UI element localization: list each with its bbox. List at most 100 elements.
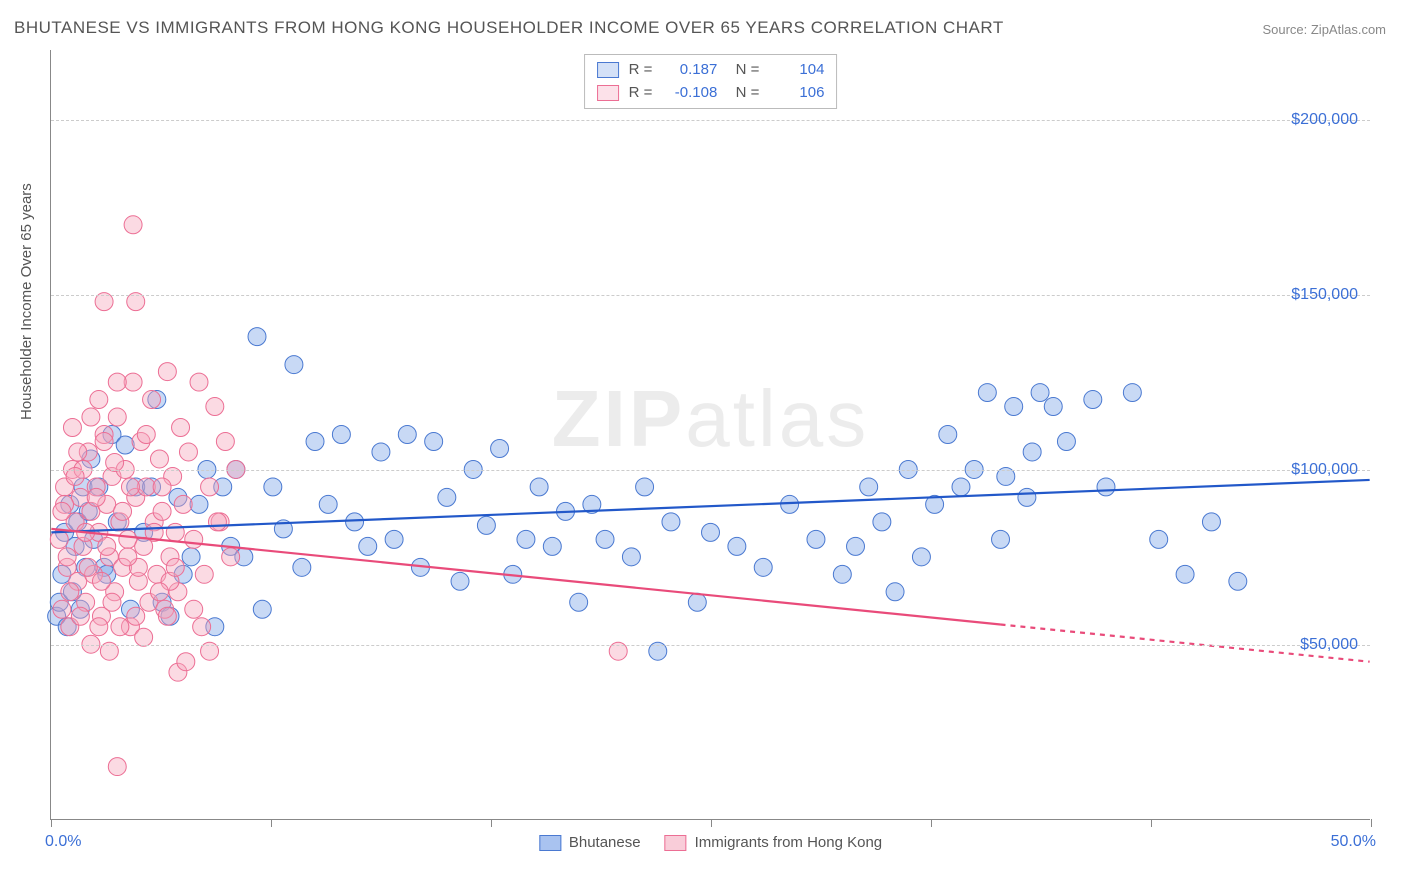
scatter-point bbox=[179, 443, 197, 461]
scatter-point bbox=[688, 593, 706, 611]
scatter-point bbox=[150, 583, 168, 601]
scatter-point bbox=[1084, 391, 1102, 409]
legend-item: Bhutanese bbox=[539, 834, 641, 851]
scatter-point bbox=[912, 548, 930, 566]
gridline bbox=[51, 470, 1370, 471]
scatter-point bbox=[622, 548, 640, 566]
scatter-point bbox=[182, 548, 200, 566]
gridline bbox=[51, 295, 1370, 296]
legend-label: Bhutanese bbox=[569, 834, 641, 851]
gridline bbox=[51, 645, 1370, 646]
scatter-point bbox=[53, 600, 71, 618]
legend-item: Immigrants from Hong Kong bbox=[665, 834, 883, 851]
scatter-point bbox=[1097, 478, 1115, 496]
y-tick-label: $200,000 bbox=[1291, 111, 1358, 129]
legend-label: Immigrants from Hong Kong bbox=[695, 834, 883, 851]
scatter-point bbox=[438, 488, 456, 506]
scatter-point bbox=[248, 328, 266, 346]
scatter-point bbox=[847, 537, 865, 555]
scatter-point bbox=[978, 384, 996, 402]
scatter-point bbox=[111, 618, 129, 636]
scatter-point bbox=[1150, 530, 1168, 548]
scatter-point bbox=[174, 495, 192, 513]
scatter-point bbox=[517, 530, 535, 548]
scatter-point bbox=[206, 398, 224, 416]
scatter-point bbox=[90, 391, 108, 409]
scatter-point bbox=[119, 548, 137, 566]
scatter-point bbox=[1005, 398, 1023, 416]
scatter-point bbox=[116, 436, 134, 454]
scatter-point bbox=[71, 607, 89, 625]
scatter-point bbox=[158, 363, 176, 381]
x-tick bbox=[51, 819, 52, 827]
x-tick bbox=[931, 819, 932, 827]
scatter-point bbox=[886, 583, 904, 601]
chart-svg bbox=[51, 50, 1370, 819]
scatter-point bbox=[103, 593, 121, 611]
y-tick-label: $100,000 bbox=[1291, 461, 1358, 479]
scatter-point bbox=[451, 572, 469, 590]
x-tick bbox=[491, 819, 492, 827]
legend-swatch bbox=[665, 835, 687, 851]
scatter-point bbox=[82, 408, 100, 426]
y-tick-label: $50,000 bbox=[1300, 636, 1358, 654]
legend-swatch bbox=[597, 62, 619, 78]
chart-title: BHUTANESE VS IMMIGRANTS FROM HONG KONG H… bbox=[14, 18, 1004, 38]
legend-swatch bbox=[597, 85, 619, 101]
scatter-point bbox=[1202, 513, 1220, 531]
scatter-point bbox=[166, 558, 184, 576]
scatter-point bbox=[1123, 384, 1141, 402]
scatter-point bbox=[477, 516, 495, 534]
scatter-point bbox=[153, 502, 171, 520]
scatter-point bbox=[195, 565, 213, 583]
scatter-point bbox=[1018, 488, 1036, 506]
scatter-point bbox=[754, 558, 772, 576]
scatter-point bbox=[92, 572, 110, 590]
scatter-point bbox=[398, 426, 416, 444]
scatter-point bbox=[172, 419, 190, 437]
x-axis-max-label: 50.0% bbox=[1331, 833, 1376, 851]
stat-r-value: -0.108 bbox=[662, 82, 717, 105]
x-tick bbox=[1371, 819, 1372, 827]
x-tick bbox=[271, 819, 272, 827]
scatter-point bbox=[1031, 384, 1049, 402]
y-tick-label: $150,000 bbox=[1291, 286, 1358, 304]
gridline bbox=[51, 120, 1370, 121]
stat-r-label: R = bbox=[629, 82, 653, 105]
scatter-point bbox=[201, 478, 219, 496]
scatter-point bbox=[185, 530, 203, 548]
scatter-point bbox=[216, 433, 234, 451]
scatter-point bbox=[1229, 572, 1247, 590]
scatter-point bbox=[108, 758, 126, 776]
scatter-point bbox=[385, 530, 403, 548]
scatter-point bbox=[596, 530, 614, 548]
scatter-point bbox=[108, 373, 126, 391]
bottom-legend: Bhutanese Immigrants from Hong Kong bbox=[539, 834, 882, 851]
scatter-point bbox=[69, 443, 87, 461]
scatter-point bbox=[185, 600, 203, 618]
scatter-point bbox=[53, 502, 71, 520]
scatter-point bbox=[222, 548, 240, 566]
scatter-point bbox=[143, 391, 161, 409]
scatter-point bbox=[873, 513, 891, 531]
scatter-point bbox=[1176, 565, 1194, 583]
scatter-point bbox=[636, 478, 654, 496]
scatter-point bbox=[153, 478, 171, 496]
scatter-point bbox=[61, 583, 79, 601]
scatter-point bbox=[150, 450, 168, 468]
legend-swatch bbox=[539, 835, 561, 851]
scatter-point bbox=[359, 537, 377, 555]
x-axis-min-label: 0.0% bbox=[45, 833, 81, 851]
scatter-point bbox=[114, 502, 132, 520]
scatter-point bbox=[530, 478, 548, 496]
stats-row: R =0.187 N =104 bbox=[597, 59, 825, 82]
scatter-point bbox=[285, 356, 303, 374]
scatter-point bbox=[87, 488, 105, 506]
scatter-point bbox=[106, 453, 124, 471]
x-tick bbox=[711, 819, 712, 827]
scatter-point bbox=[662, 513, 680, 531]
scatter-point bbox=[137, 478, 155, 496]
source-label: Source: ZipAtlas.com bbox=[1262, 22, 1386, 37]
scatter-point bbox=[570, 593, 588, 611]
scatter-point bbox=[190, 373, 208, 391]
